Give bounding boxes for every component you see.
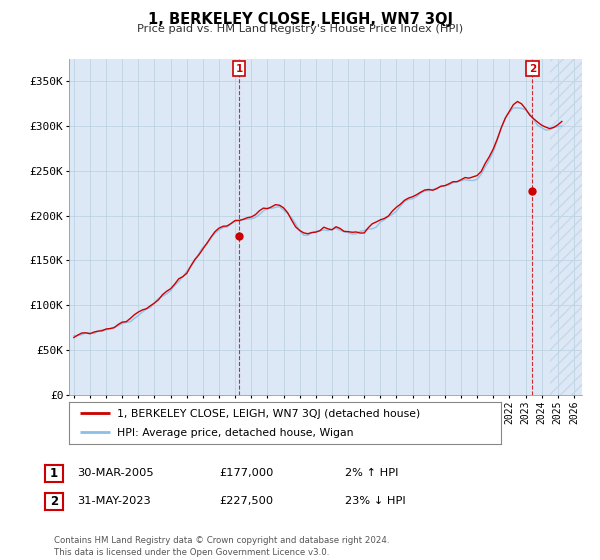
Text: HPI: Average price, detached house, Wigan: HPI: Average price, detached house, Wiga… <box>116 428 353 438</box>
Text: 1, BERKELEY CLOSE, LEIGH, WN7 3QJ: 1, BERKELEY CLOSE, LEIGH, WN7 3QJ <box>148 12 452 27</box>
Text: 23% ↓ HPI: 23% ↓ HPI <box>345 496 406 506</box>
Text: 1: 1 <box>235 64 242 74</box>
Text: 30-MAR-2005: 30-MAR-2005 <box>77 468 154 478</box>
Text: £177,000: £177,000 <box>219 468 274 478</box>
Text: 2: 2 <box>50 494 58 508</box>
Text: Price paid vs. HM Land Registry's House Price Index (HPI): Price paid vs. HM Land Registry's House … <box>137 24 463 34</box>
Text: 1, BERKELEY CLOSE, LEIGH, WN7 3QJ (detached house): 1, BERKELEY CLOSE, LEIGH, WN7 3QJ (detac… <box>116 409 420 419</box>
Text: £227,500: £227,500 <box>219 496 273 506</box>
Text: 31-MAY-2023: 31-MAY-2023 <box>77 496 151 506</box>
Text: Contains HM Land Registry data © Crown copyright and database right 2024.
This d: Contains HM Land Registry data © Crown c… <box>54 536 389 557</box>
Text: 2% ↑ HPI: 2% ↑ HPI <box>345 468 398 478</box>
Text: 2: 2 <box>529 64 536 74</box>
Bar <box>550 59 582 395</box>
Text: 1: 1 <box>50 466 58 480</box>
